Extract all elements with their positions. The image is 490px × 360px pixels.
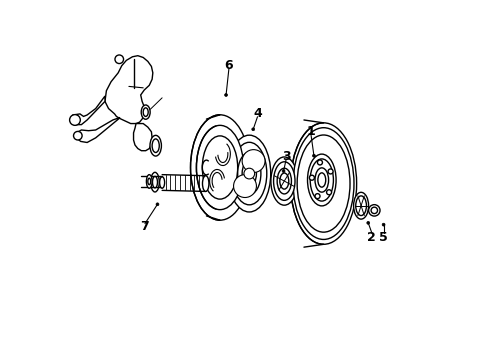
- Ellipse shape: [232, 142, 267, 205]
- Circle shape: [382, 223, 385, 226]
- Text: 2: 2: [368, 231, 376, 244]
- Ellipse shape: [293, 128, 354, 239]
- Ellipse shape: [152, 139, 159, 153]
- Circle shape: [318, 160, 322, 165]
- Text: 5: 5: [379, 231, 388, 244]
- Circle shape: [252, 128, 255, 131]
- Ellipse shape: [238, 153, 261, 195]
- Ellipse shape: [308, 154, 336, 206]
- Polygon shape: [134, 123, 152, 151]
- Circle shape: [244, 168, 255, 179]
- Circle shape: [326, 190, 332, 195]
- Ellipse shape: [310, 159, 333, 201]
- Ellipse shape: [148, 178, 151, 185]
- Ellipse shape: [271, 157, 298, 205]
- Ellipse shape: [356, 196, 367, 216]
- Circle shape: [70, 114, 80, 125]
- Ellipse shape: [354, 192, 368, 219]
- Ellipse shape: [202, 176, 209, 192]
- Ellipse shape: [242, 161, 256, 186]
- Circle shape: [371, 207, 377, 213]
- Circle shape: [309, 175, 315, 180]
- Ellipse shape: [228, 135, 270, 212]
- Circle shape: [156, 203, 159, 206]
- Ellipse shape: [147, 175, 152, 188]
- Circle shape: [74, 131, 82, 140]
- Text: 3: 3: [282, 150, 291, 163]
- Ellipse shape: [277, 168, 292, 194]
- Ellipse shape: [143, 108, 148, 116]
- Polygon shape: [76, 117, 120, 143]
- Circle shape: [315, 194, 320, 199]
- Text: 6: 6: [224, 59, 233, 72]
- Polygon shape: [105, 56, 153, 123]
- Circle shape: [282, 170, 285, 172]
- Ellipse shape: [273, 162, 295, 201]
- Circle shape: [242, 150, 265, 172]
- Ellipse shape: [202, 136, 238, 199]
- Ellipse shape: [150, 135, 161, 156]
- Ellipse shape: [141, 105, 150, 119]
- Circle shape: [115, 55, 123, 64]
- Ellipse shape: [318, 173, 326, 187]
- Text: 1: 1: [307, 125, 316, 138]
- Ellipse shape: [160, 177, 165, 188]
- Circle shape: [368, 204, 380, 216]
- Ellipse shape: [315, 168, 329, 192]
- Ellipse shape: [151, 172, 159, 192]
- Circle shape: [328, 169, 333, 174]
- Ellipse shape: [291, 123, 357, 244]
- Ellipse shape: [297, 135, 350, 232]
- Text: 4: 4: [253, 107, 262, 120]
- Circle shape: [367, 221, 369, 224]
- Circle shape: [313, 154, 316, 157]
- Ellipse shape: [196, 125, 244, 210]
- Polygon shape: [71, 96, 105, 125]
- Ellipse shape: [152, 176, 157, 188]
- Circle shape: [234, 175, 256, 198]
- Ellipse shape: [280, 173, 289, 189]
- Ellipse shape: [191, 115, 249, 220]
- Circle shape: [224, 94, 227, 96]
- Text: 7: 7: [141, 220, 149, 233]
